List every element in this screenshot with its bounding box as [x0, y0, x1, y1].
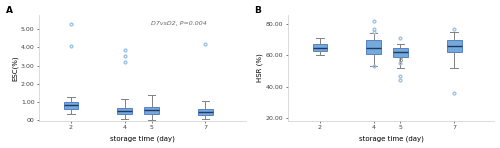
PathPatch shape — [366, 40, 381, 54]
PathPatch shape — [393, 48, 408, 57]
PathPatch shape — [144, 107, 159, 114]
PathPatch shape — [312, 44, 328, 51]
Y-axis label: ESC(%): ESC(%) — [12, 55, 18, 81]
Y-axis label: HSR (%): HSR (%) — [256, 54, 263, 82]
PathPatch shape — [64, 102, 78, 109]
X-axis label: storage time (day): storage time (day) — [110, 136, 174, 142]
Text: B: B — [398, 58, 402, 63]
PathPatch shape — [198, 109, 212, 115]
PathPatch shape — [118, 108, 132, 115]
Text: D7vsD2, P=0.004: D7vsD2, P=0.004 — [152, 21, 207, 26]
Text: A: A — [6, 6, 12, 15]
Text: B: B — [254, 6, 262, 15]
X-axis label: storage time (day): storage time (day) — [358, 136, 424, 142]
PathPatch shape — [447, 40, 462, 52]
